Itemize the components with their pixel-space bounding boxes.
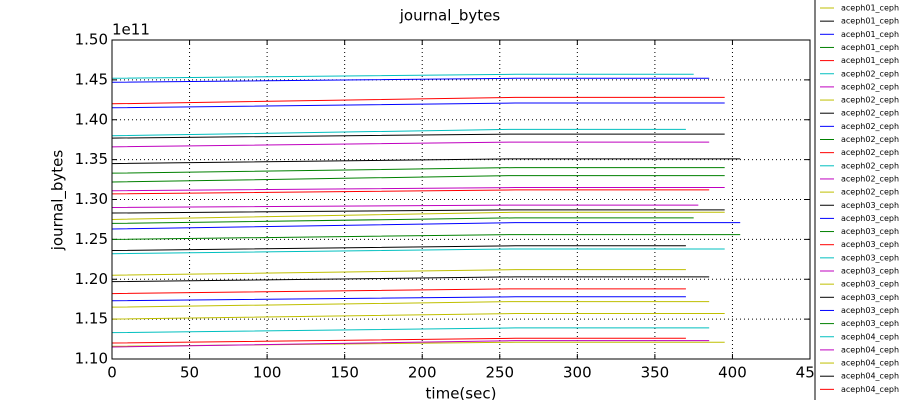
y-axis-label: journal_bytes [49,150,68,252]
y-tick-label: 1.40 [75,110,108,128]
series-line [111,288,686,295]
series-line [111,209,725,214]
legend-label: aceph01_ceph [841,4,899,13]
series-line [111,337,686,344]
y-offset-label: 1e11 [112,21,150,39]
legend-label: aceph03_ceph [841,293,899,302]
y-tick-label: 1.30 [75,190,108,208]
series-line [111,269,686,276]
series-line [111,189,710,195]
x-tick-label: 300 [563,364,592,382]
series-line [111,313,725,320]
legend-label: aceph02_ceph [841,122,899,131]
y-tick-label: 1.15 [75,310,108,328]
series-line [111,222,741,230]
series-line [111,77,710,83]
legend-label: aceph04_ceph [841,385,899,394]
legend-label: aceph02_ceph [841,82,899,91]
legend-label: aceph03_ceph [841,201,899,210]
legend-label: aceph04_ceph [841,372,899,381]
series-line [111,175,725,183]
x-tick-label: 250 [485,364,514,382]
legend-label: aceph03_ceph [841,240,899,249]
legend-label: aceph03_ceph [841,214,899,223]
series-line [111,340,710,348]
x-tick-label: 200 [408,364,437,382]
series-line [111,128,686,137]
series-line [111,296,686,302]
legend-label: aceph03_ceph [841,267,899,276]
series-line [111,211,725,220]
legend-label: aceph01_ceph [841,30,899,39]
series-line [111,248,725,255]
x-tick-label: 150 [330,364,359,382]
legend-label: aceph03_ceph [841,306,899,315]
legend-label: aceph03_ceph [841,280,899,289]
x-tick-label: 350 [641,364,670,382]
legend-label: aceph04_ceph [841,332,899,341]
series-line [111,102,725,109]
legend-label: aceph02_ceph [841,69,899,78]
y-tick-label: 1.25 [75,230,108,248]
series-line [111,234,741,240]
legend-label: aceph03_ceph [841,227,899,236]
chart-title: journal_bytes [399,7,501,26]
legend-label: aceph03_ceph [841,253,899,262]
legend-label: aceph02_ceph [841,174,899,183]
legend-label: aceph02_ceph [841,96,899,105]
y-tick-label: 1.35 [75,150,108,168]
x-tick-label: 100 [253,364,282,382]
legend-label: aceph01_ceph [841,56,899,65]
legend-box [814,0,900,400]
legend-label: aceph02_ceph [841,109,899,118]
plot-frame [111,39,811,360]
y-tick-label: 1.10 [75,350,108,368]
series-line [111,276,710,283]
legend-label: aceph02_ceph [841,188,899,197]
series-line [111,133,725,139]
y-tick-label: 1.50 [75,31,108,49]
legend-label: aceph01_ceph [841,43,899,52]
series-line [111,217,694,224]
legend-label: aceph02_ceph [841,135,899,144]
series-line [111,301,710,308]
legend-label: aceph04_ceph [841,359,899,368]
series-line [111,167,725,174]
legend-label: aceph04_ceph [841,345,899,354]
series-line [111,96,725,105]
series-line [111,73,694,79]
x-tick-label: 400 [718,364,747,382]
y-tick-label: 1.20 [75,270,108,288]
x-axis-label: time(sec) [426,385,497,400]
series-line [111,187,725,192]
series-line [111,245,686,252]
legend-label: aceph03_ceph [841,319,899,328]
x-tick-label: 0 [107,364,117,382]
series-line [111,204,699,208]
series-line [111,141,710,148]
y-tick-label: 1.45 [75,70,108,88]
x-tick-label: 50 [180,364,199,382]
series-line [111,327,710,334]
legend-label: aceph01_ceph [841,17,899,26]
series-line [111,158,741,165]
legend-label: aceph02_ceph [841,148,899,157]
legend-label: aceph02_ceph [841,161,899,170]
